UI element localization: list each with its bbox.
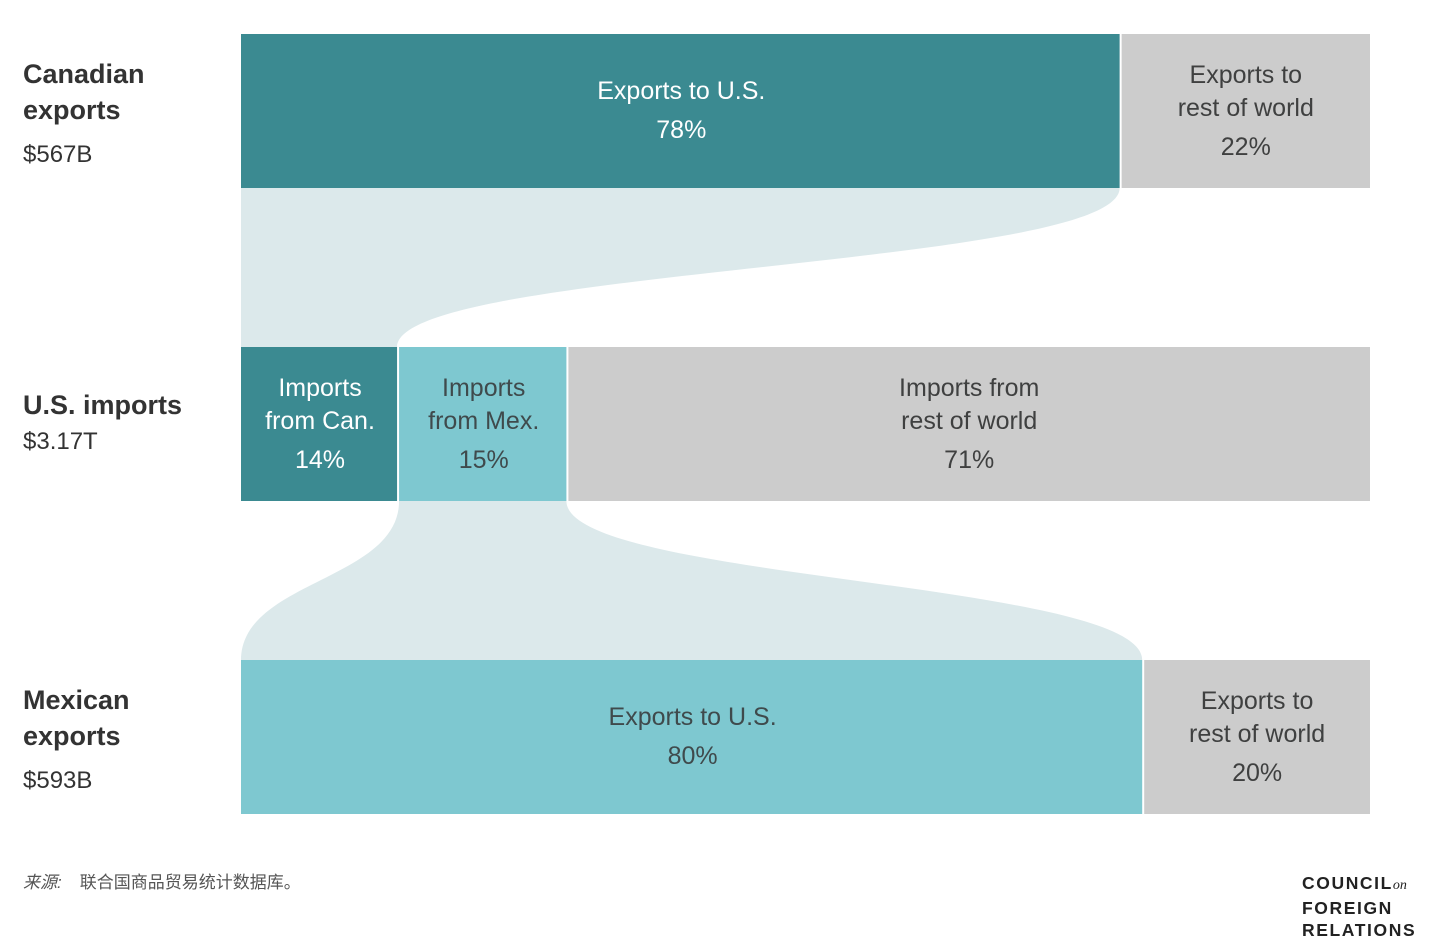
bar-segment-us-1 <box>399 347 567 501</box>
row-title: Mexican exports <box>23 685 130 751</box>
bar-segment-canada-0 <box>241 34 1120 188</box>
bar-segment-mexico-1 <box>1144 660 1370 814</box>
row-label-mexico: Mexican exports $593B <box>23 682 130 796</box>
source-text: 联合国商品贸易统计数据库。 <box>79 873 301 892</box>
bar-segment-us-0 <box>241 347 398 501</box>
bar-segment-canada-1 <box>1121 34 1370 188</box>
segment-text: Imports from Can. <box>265 373 375 435</box>
row-amount: $593B <box>23 767 93 794</box>
segment-value: 20% <box>1232 758 1283 787</box>
segment-label-us-0: Imports from Can. 14% <box>241 372 399 477</box>
segment-label-us-1: Imports from Mex. 15% <box>399 372 568 477</box>
bar-segment-us-2 <box>568 347 1370 501</box>
logo-line2: FOREIGN <box>1302 898 1393 918</box>
segment-text: Exports to rest of world <box>1189 686 1326 748</box>
logo-line1-suffix: on <box>1392 878 1407 893</box>
segment-text: Imports from rest of world <box>899 373 1040 435</box>
row-title: Canadian exports <box>23 59 145 125</box>
flows-layer <box>241 188 1143 660</box>
segment-label-canada-0: Exports to U.S. 78% <box>241 75 1122 147</box>
row-amount: $3.17T <box>23 428 98 455</box>
bar-segment-mexico-0 <box>241 660 1143 814</box>
segment-text: Exports to rest of world <box>1177 60 1314 122</box>
segment-value: 14% <box>295 445 346 474</box>
segment-value: 80% <box>667 742 718 770</box>
bars-layer <box>241 34 1370 814</box>
segment-value: 22% <box>1220 132 1271 161</box>
segment-value: 78% <box>656 116 707 144</box>
cfr-logo: COUNCILon FOREIGN RELATIONS <box>1302 872 1416 941</box>
segment-value: 71% <box>944 445 995 474</box>
row-amount: $567B <box>23 141 93 168</box>
row-title: U.S. imports <box>23 390 183 420</box>
segment-label-canada-1: Exports to rest of world 22% <box>1122 59 1370 164</box>
segment-label-us-2: Imports from rest of world 71% <box>568 372 1370 477</box>
logo-line1: COUNCIL <box>1302 873 1393 893</box>
segment-text: Exports to U.S. <box>608 703 777 731</box>
source-label: 来源: <box>23 873 62 892</box>
segment-text: Imports from Mex. <box>428 373 540 435</box>
flow-mexico-to-us <box>241 501 1143 660</box>
segment-value: 15% <box>458 445 509 474</box>
logo-line3: RELATIONS <box>1302 920 1417 940</box>
row-label-us: U.S. imports $3.17T <box>23 387 182 457</box>
segment-label-mexico-1: Exports to rest of world 20% <box>1144 685 1370 790</box>
segment-text: Exports to U.S. <box>597 77 766 105</box>
source-note: 来源: 联合国商品贸易统计数据库。 <box>23 868 301 893</box>
segment-label-mexico-0: Exports to U.S. 80% <box>241 701 1144 773</box>
row-label-canada: Canadian exports $567B <box>23 56 145 170</box>
flow-canada-to-us <box>241 188 1120 347</box>
